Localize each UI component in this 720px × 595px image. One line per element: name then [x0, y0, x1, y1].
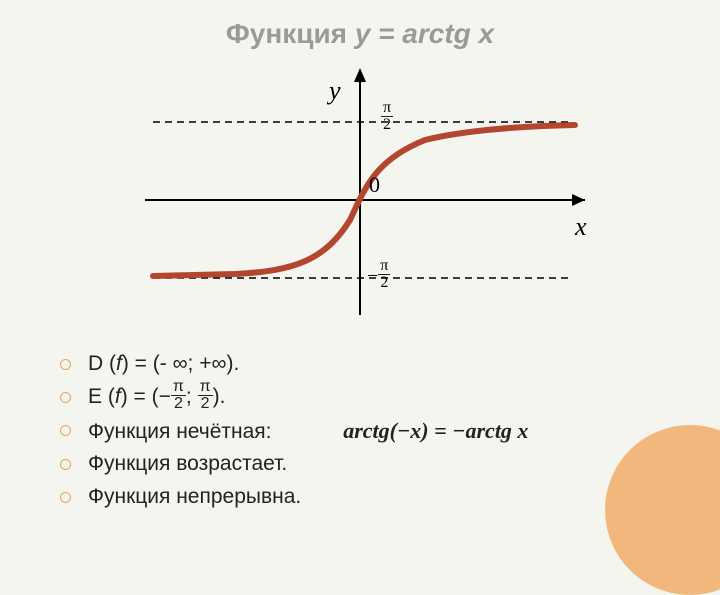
odd-formula: arctg(−x) = −arctg x: [343, 418, 528, 443]
zero-label: 0: [369, 172, 380, 198]
range-pre: E (: [88, 385, 115, 408]
page-title: Функция y = arctg x: [0, 0, 720, 50]
x-axis-arrow: [572, 194, 585, 206]
list-item: E (f) = (−π2; π2).: [60, 381, 528, 414]
pi-over-2-bottom: −π2: [367, 260, 390, 293]
chart-svg: [125, 60, 595, 320]
odd-text: Функция нечётная:: [88, 420, 272, 443]
y-label: y: [329, 76, 341, 106]
range-open: ) = (: [121, 385, 159, 408]
x-label: x: [575, 212, 587, 242]
decorative-circle: [605, 425, 720, 595]
arctan-chart: y x 0 π2 −π2: [125, 60, 595, 320]
title-formula: y = arctg x: [355, 18, 494, 49]
list-item: Функция возрастает.: [60, 448, 528, 481]
title-prefix: Функция: [226, 18, 355, 49]
pi-over-2-top: π2: [381, 102, 393, 135]
list-item: Функция непрерывна.: [60, 481, 528, 514]
domain-post: ) = (- ∞; +∞).: [122, 352, 239, 375]
y-axis-arrow: [354, 68, 366, 82]
range-neg: −: [159, 385, 171, 408]
domain-pre: D (: [88, 352, 116, 375]
list-item: Функция нечётная: arctg(−x) = −arctg x: [60, 414, 528, 449]
properties-list: D (f) = (- ∞; +∞). E (f) = (−π2; π2). Фу…: [60, 348, 528, 513]
range-sep: ;: [186, 385, 198, 408]
list-item: D (f) = (- ∞; +∞).: [60, 348, 528, 381]
range-close: ).: [213, 385, 226, 408]
